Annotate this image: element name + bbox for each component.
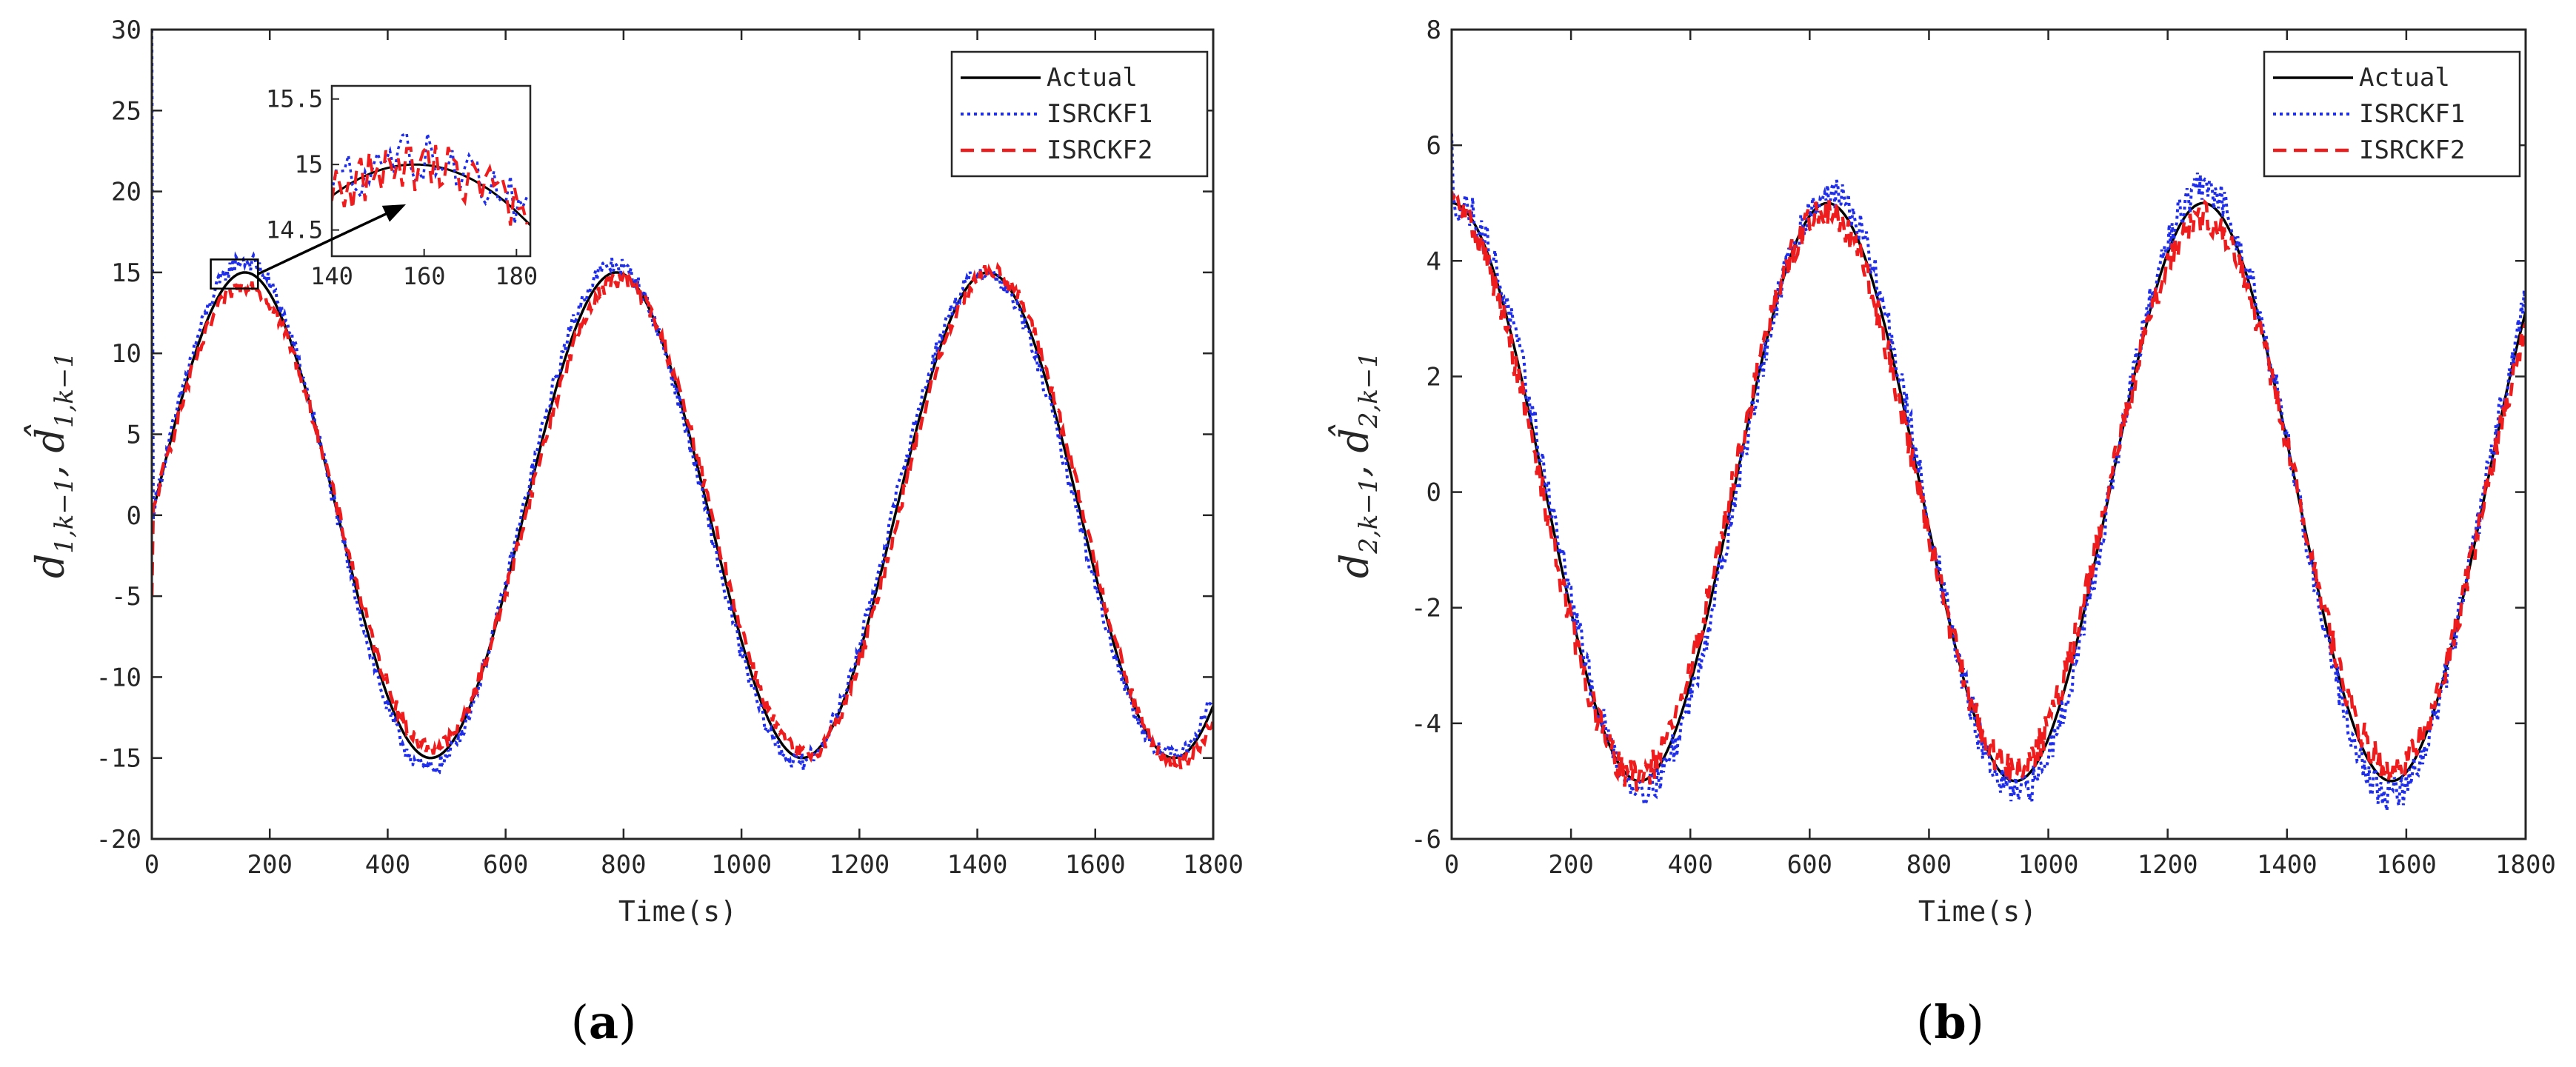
series-isrckf2 [1452, 188, 2526, 792]
y-tick-label: -15 [96, 744, 141, 774]
inset-series-isrckf1 [332, 131, 529, 224]
y-tick-label: 15 [111, 258, 141, 288]
series-isrckf1 [1452, 133, 2526, 812]
y-tick-label: 4 [1427, 247, 1441, 276]
y-tick-label: 25 [111, 96, 141, 126]
y-tick-label: 2 [1427, 362, 1441, 392]
x-tick-label: 1400 [947, 850, 1008, 880]
chart-b-xlabel: Time(s) [1918, 895, 2037, 928]
x-tick-label: 1200 [2138, 850, 2198, 880]
chart-a-series-group [152, 30, 1213, 778]
x-tick-label: 800 [601, 850, 646, 880]
y-tick-label: 6 [1427, 131, 1441, 161]
y-tick-label: 30 [111, 16, 141, 45]
chart-a-inset: 140 160 180 14.5 15 15.5 [210, 84, 538, 290]
inset-y-tick-label: 15.5 [266, 85, 323, 113]
inset-x-tick-label: 140 [310, 262, 353, 290]
inset-y-tick-label: 15 [294, 150, 323, 178]
x-tick-label: 1400 [2257, 850, 2318, 880]
panel-label-b: (b) [1916, 995, 1984, 1049]
x-tick-label: 1000 [2018, 850, 2079, 880]
y-tick-label: -6 [1411, 825, 1441, 854]
y-tick-label: 20 [111, 178, 141, 207]
chart-a-ticks: 0 200 400 600 800 1000 1200 1400 1600 1800-20-15-… [96, 16, 1244, 880]
chart-panel-b: 0 200 400 600 800 1000 1200 1400 1600 1800 -6 -4 -2 0… [1329, 16, 2556, 1049]
chart-a-ylabel: d1,k−1, d̂1,k−1 [24, 352, 79, 578]
x-tick-label: 1200 [829, 850, 890, 880]
y-tick-label: -2 [1411, 594, 1441, 623]
chart-b-frame [1450, 28, 2527, 840]
chart-a-xlabel: Time(s) [618, 895, 737, 928]
chart-a-legend: Actual ISRCKF1 ISRCKF2 [950, 50, 1209, 178]
series-isrckf1 [152, 30, 1213, 778]
legend-entry: ISRCKF2 [1047, 136, 1152, 165]
y-tick-label: 10 [111, 339, 141, 369]
legend-entry: Actual [1047, 63, 1138, 93]
inset-y-tick-label: 14.5 [266, 216, 323, 244]
x-tick-label: 1800 [1183, 850, 1244, 880]
x-tick-label: 1800 [2495, 850, 2556, 880]
inset-x-tick-label: 180 [495, 262, 538, 290]
x-tick-label: 200 [247, 850, 293, 880]
chart-b-series-group [1452, 133, 2526, 812]
y-tick-label: -5 [111, 582, 141, 612]
x-tick-label: 0 [144, 850, 159, 880]
x-tick-label: 1600 [1065, 850, 1126, 880]
x-tick-label: 600 [1787, 850, 1832, 880]
inset-x-tick-label: 160 [403, 262, 446, 290]
chart-b-legend: Actual ISRCKF1 ISRCKF2 [2263, 50, 2521, 178]
zoom-arrow [257, 206, 401, 275]
x-tick-label: 400 [1668, 850, 1713, 880]
y-tick-label: 0 [127, 501, 141, 531]
x-tick-label: 600 [483, 850, 528, 880]
legend-entry: ISRCKF2 [2359, 136, 2465, 165]
chart-b-ticks: 0 200 400 600 800 1000 1200 1400 1600 1800 -6 -4 -2 0… [1411, 16, 2556, 880]
chart-b-ylabel: d2,k−1, d̂2,k−1 [1329, 352, 1384, 578]
y-tick-label: -20 [96, 825, 141, 854]
y-tick-label: -10 [96, 663, 141, 692]
x-tick-label: 400 [365, 850, 410, 880]
x-tick-label: 1000 [711, 850, 772, 880]
legend-entry: ISRCKF1 [2359, 99, 2465, 129]
x-tick-label: 200 [1548, 850, 1593, 880]
y-tick-label: 8 [1427, 16, 1441, 45]
y-tick-label: 5 [127, 421, 141, 450]
panel-label-a: (a) [571, 995, 637, 1049]
x-tick-label: 800 [1906, 850, 1952, 880]
legend-entry: ISRCKF1 [1047, 99, 1152, 129]
series-isrckf2 [152, 261, 1213, 769]
x-tick-label: 0 [1444, 850, 1459, 880]
y-tick-label: -4 [1411, 709, 1441, 739]
legend-entry: Actual [2359, 63, 2450, 93]
inset-frame [330, 84, 532, 258]
inset-series-isrckf2 [332, 142, 529, 226]
zoom-arrow-head [381, 204, 406, 222]
x-tick-label: 1600 [2376, 850, 2437, 880]
y-tick-label: 0 [1427, 478, 1441, 508]
